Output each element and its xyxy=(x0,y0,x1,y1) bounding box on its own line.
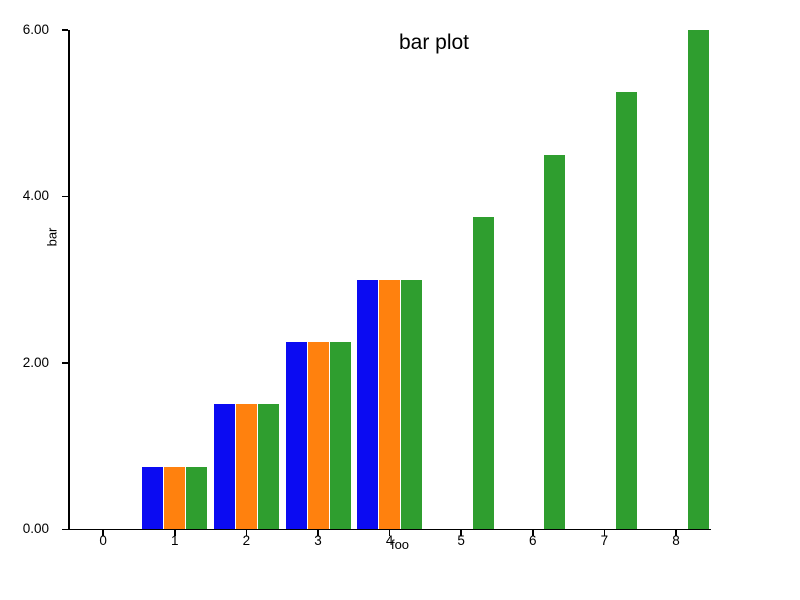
x-tick-mark xyxy=(317,529,319,536)
x-tick-mark xyxy=(388,529,391,536)
x-axis-label: foo xyxy=(390,537,410,552)
y-axis-line xyxy=(68,30,70,530)
x-tick-mark xyxy=(245,529,248,536)
bar-series-green-x6 xyxy=(544,154,566,530)
x-tick-label: 6 xyxy=(529,532,537,548)
x-tick-mark xyxy=(102,529,104,536)
y-tick-label: 0.00 xyxy=(22,521,49,537)
x-tick-mark xyxy=(174,529,176,536)
bar-series-orange-x4 xyxy=(379,279,401,530)
chart-title: bar plot xyxy=(398,31,470,54)
bar-series-green-x4 xyxy=(401,279,423,530)
bar-series-green-x7 xyxy=(615,92,637,530)
bar-series-green-x2 xyxy=(257,404,279,530)
x-tick-mark xyxy=(675,529,677,536)
x-tick-label: 7 xyxy=(600,532,609,548)
y-tick-label: 6.00 xyxy=(22,21,49,37)
bar-series-orange-x1 xyxy=(164,466,186,530)
x-tick-label: 1 xyxy=(171,532,179,548)
y-tick-mark xyxy=(61,362,68,364)
x-tick-label: 3 xyxy=(314,532,322,548)
y-tick-label: 4.00 xyxy=(22,188,49,204)
bar-series-blue-x3 xyxy=(285,342,307,530)
x-tick-mark xyxy=(460,529,462,536)
y-tick-label: 2.00 xyxy=(22,354,49,370)
y-axis-label: bar xyxy=(44,227,60,247)
bar-series-blue-x2 xyxy=(213,404,235,530)
bar-series-green-x5 xyxy=(472,217,494,530)
x-tick-label: 5 xyxy=(457,532,465,548)
x-tick-mark xyxy=(532,529,534,536)
bar-series-green-x8 xyxy=(687,29,709,530)
y-tick-mark xyxy=(61,528,68,531)
x-tick-label: 8 xyxy=(672,532,680,548)
bar-series-orange-x3 xyxy=(307,342,329,530)
bar-series-blue-x1 xyxy=(142,466,164,530)
bar-series-orange-x2 xyxy=(235,404,257,530)
x-tick-mark xyxy=(603,529,606,536)
x-tick-label: 4 xyxy=(385,532,394,548)
y-tick-mark xyxy=(61,29,68,31)
x-tick-label: 0 xyxy=(99,532,107,548)
bar-series-blue-x4 xyxy=(357,279,379,530)
y-tick-mark xyxy=(61,195,68,198)
x-tick-label: 2 xyxy=(242,532,251,548)
bar-series-green-x3 xyxy=(329,342,351,530)
bar-series-green-x1 xyxy=(186,466,208,530)
